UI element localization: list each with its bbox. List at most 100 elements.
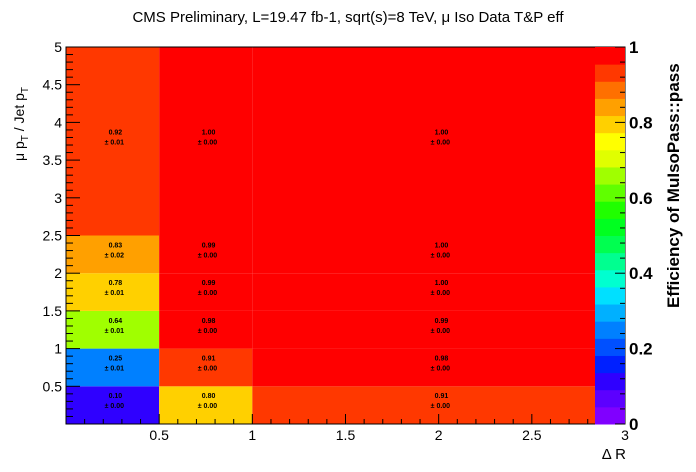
color-scale-step (595, 252, 625, 271)
color-scale-step (595, 389, 625, 408)
color-scale-step (595, 286, 625, 305)
x-tick-label: 1 (248, 427, 256, 443)
cell-value-label: 0.10 (109, 393, 123, 400)
color-scale-step (595, 115, 625, 134)
y-tick-label: 1 (54, 341, 62, 357)
heatmap-cell (159, 47, 253, 236)
color-scale-step (595, 338, 625, 356)
y-tick-label: 4.5 (43, 77, 63, 93)
color-scale-step (595, 406, 625, 425)
y-tick-label: 0.5 (43, 378, 63, 394)
cell-value-label: 0.98 (202, 318, 216, 325)
color-scale-step (595, 149, 625, 168)
z-tick-label: 0.2 (629, 340, 653, 359)
color-scale-step (595, 355, 625, 374)
color-scale-step (595, 47, 625, 65)
cell-labels: 0.10 ± 0.00 0.80 ± 0.00 0.91 ± 0.00 0.25 ± 0.01… (105, 129, 451, 410)
color-scale-step (595, 132, 625, 151)
x-tick-label: 0.5 (149, 427, 169, 443)
cell-error-label: ± 0.00 (198, 365, 218, 372)
cell-value-label: 1.00 (435, 242, 449, 249)
cell-value-label: 0.25 (109, 355, 123, 362)
y-tick-label: 2 (54, 265, 62, 281)
z-tick-label: 0 (629, 415, 638, 434)
x-tick-label: 2 (435, 427, 443, 443)
cell-value-label: 1.00 (435, 129, 449, 136)
heatmap-cell (159, 235, 253, 274)
color-scale-step (595, 166, 625, 185)
cell-error-label: ± 0.01 (105, 328, 125, 335)
heatmap-cell (159, 310, 253, 349)
chart-title: CMS Preliminary, L=19.47 fb-1, sqrt(s)=8… (132, 9, 564, 26)
cell-error-label: ± 0.00 (431, 139, 451, 146)
color-scale-step (595, 81, 625, 99)
x-axis-label: Δ R (602, 446, 626, 463)
cell-error-label: ± 0.00 (431, 403, 451, 410)
cell-error-label: ± 0.01 (105, 290, 125, 297)
cell-error-label: ± 0.00 (198, 139, 218, 146)
cell-error-label: ± 0.00 (431, 290, 451, 297)
cell-error-label: ± 0.00 (431, 252, 451, 259)
z-axis-label: Efficiency of MuIsoPass::pass (664, 63, 683, 308)
cell-value-label: 1.00 (202, 129, 216, 136)
heatmap-cell (159, 348, 253, 387)
color-scale-bar (595, 47, 625, 425)
cell-error-label: ± 0.01 (105, 139, 125, 146)
x-tick-label: 2.5 (522, 427, 542, 443)
heatmap-cell (66, 235, 160, 274)
heatmap-cells (66, 47, 626, 424)
cell-value-label: 0.99 (435, 318, 449, 325)
y-tick-label: 3.5 (43, 152, 63, 168)
heatmap-cell (252, 47, 626, 236)
cell-error-label: ± 0.00 (198, 290, 218, 297)
z-axis: 0 0.2 0.4 0.6 0.8 1 (615, 38, 653, 434)
y-tick-label: 2.5 (43, 228, 63, 244)
heatmap-cell (66, 386, 160, 424)
color-scale-step (595, 321, 625, 339)
cell-error-label: ± 0.00 (431, 328, 451, 335)
z-tick-label: 0.4 (629, 264, 653, 283)
color-scale-step (595, 98, 625, 117)
color-scale-step (595, 269, 625, 288)
heatmap-cell (159, 273, 253, 311)
heatmap-cell (252, 273, 626, 311)
cell-value-label: 0.64 (109, 318, 123, 325)
cell-value-label: 0.99 (202, 280, 216, 287)
z-tick-label: 1 (629, 38, 638, 57)
heatmap-cell (252, 310, 626, 349)
cell-error-label: ± 0.01 (105, 365, 125, 372)
cell-error-label: ± 0.00 (198, 252, 218, 259)
cell-value-label: 0.98 (435, 355, 449, 362)
z-tick-label: 0.8 (629, 113, 653, 132)
z-tick-label: 0.6 (629, 189, 653, 208)
color-scale-step (595, 235, 625, 254)
cell-error-label: ± 0.00 (198, 328, 218, 335)
x-tick-label: 1.5 (336, 427, 356, 443)
y-axis-label: μ pT / Jet pT (11, 87, 31, 161)
cell-value-label: 0.80 (202, 393, 216, 400)
heatmap-cell (252, 235, 626, 274)
color-scale-step (595, 218, 625, 236)
cell-value-label: 0.91 (435, 393, 449, 400)
x-tick-label: 3 (621, 427, 629, 443)
heatmap-cell (252, 348, 626, 387)
cell-error-label: ± 0.02 (105, 252, 125, 259)
color-scale-step (595, 201, 625, 219)
y-tick-label: 1.5 (43, 303, 63, 319)
cell-value-label: 0.91 (202, 355, 216, 362)
y-tick-label: 3 (54, 190, 62, 206)
cell-error-label: ± 0.00 (198, 403, 218, 410)
color-scale-step (595, 304, 625, 322)
cell-value-label: 0.78 (109, 280, 123, 287)
heatmap-cell (66, 273, 160, 311)
color-scale-step (595, 372, 625, 391)
x-axis: 0.5 1 1.5 2 2.5 3 (65, 414, 629, 443)
heatmap-cell (159, 386, 253, 424)
cell-value-label: 1.00 (435, 280, 449, 287)
cell-value-label: 0.99 (202, 242, 216, 249)
y-tick-label: 4 (54, 114, 62, 130)
cell-error-label: ± 0.00 (431, 365, 451, 372)
color-scale-step (595, 64, 625, 82)
color-scale-step (595, 184, 625, 202)
